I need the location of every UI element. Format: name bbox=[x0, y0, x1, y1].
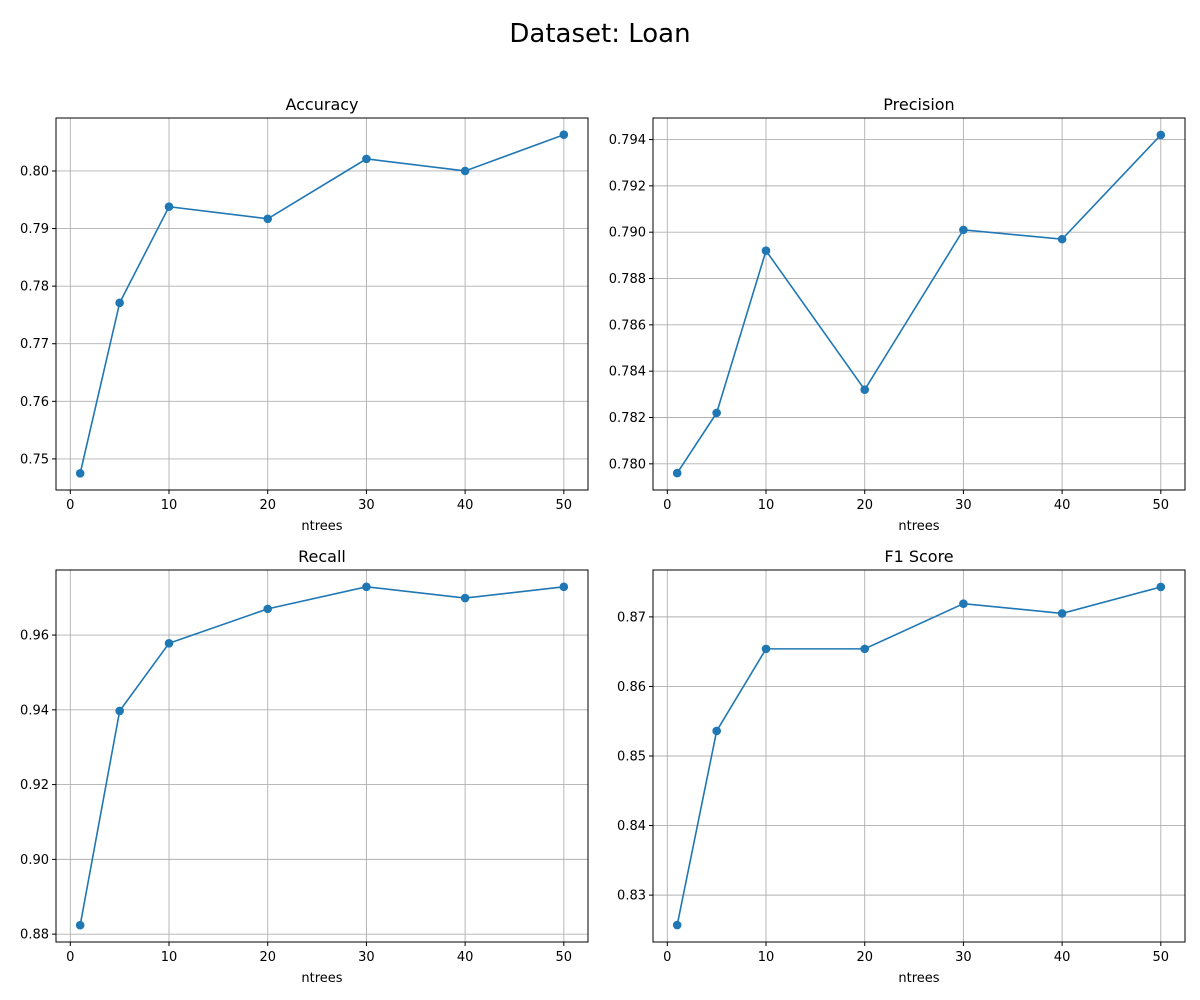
x-tick-label: 40 bbox=[1054, 950, 1071, 965]
x-tick-label: 50 bbox=[556, 950, 573, 965]
data-point bbox=[1156, 582, 1166, 592]
x-tick-label: 50 bbox=[1153, 950, 1170, 965]
x-tick-label: 10 bbox=[161, 950, 178, 965]
axes-frame bbox=[55, 569, 589, 943]
data-point bbox=[115, 706, 124, 716]
x-tick-label: 30 bbox=[358, 498, 375, 513]
figure-title: Dataset: Loan bbox=[509, 19, 690, 49]
x-tick-label: 40 bbox=[1054, 498, 1071, 513]
subplot-title: Accuracy bbox=[285, 95, 358, 114]
y-tick-label: 0.790 bbox=[609, 226, 646, 241]
x-tick-label: 20 bbox=[259, 498, 276, 513]
data-point bbox=[1057, 234, 1067, 244]
x-tick-label: 40 bbox=[457, 950, 474, 965]
axes-frame bbox=[55, 117, 589, 491]
y-tick-label: 0.96 bbox=[20, 629, 49, 644]
data-point bbox=[672, 920, 682, 930]
x-tick-label: 50 bbox=[1153, 498, 1170, 513]
y-tick-label: 0.83 bbox=[617, 889, 646, 904]
y-tick-label: 0.75 bbox=[20, 452, 49, 467]
data-point bbox=[559, 130, 569, 139]
data-point bbox=[75, 469, 85, 478]
x-tick-label: 20 bbox=[856, 950, 873, 965]
data-point bbox=[672, 468, 682, 478]
y-tick-label: 0.78 bbox=[20, 280, 49, 295]
data-point bbox=[860, 644, 870, 654]
subplot-title: F1 Score bbox=[884, 547, 953, 566]
data-point bbox=[959, 225, 968, 235]
x-axis-label: ntrees bbox=[301, 971, 342, 986]
y-tick-label: 0.86 bbox=[617, 680, 646, 695]
data-point bbox=[1156, 130, 1166, 140]
data-point bbox=[712, 726, 721, 736]
subplot-recall: 0 10 20 30 40 50 0.88 0.90 0.92 0.94 0.96 Recall ntr… bbox=[20, 547, 589, 986]
data-point bbox=[860, 385, 870, 395]
data-point bbox=[362, 582, 371, 592]
x-tick-label: 0 bbox=[663, 498, 671, 513]
x-tick-label: 30 bbox=[955, 498, 972, 513]
subplot-f1-score: 0 10 20 30 40 50 0.83 0.84 0.85 0.86 0.87 F1 Score n… bbox=[617, 547, 1186, 986]
y-tick-label: 0.90 bbox=[20, 853, 49, 868]
x-tick-label: 50 bbox=[556, 498, 573, 513]
data-point bbox=[460, 166, 470, 176]
y-tick-label: 0.94 bbox=[20, 703, 49, 718]
x-tick-label: 30 bbox=[358, 950, 375, 965]
y-tick-label: 0.788 bbox=[609, 272, 646, 287]
y-tick-label: 0.784 bbox=[609, 365, 646, 380]
x-axis-label: ntrees bbox=[301, 519, 342, 534]
x-tick-label: 0 bbox=[663, 950, 671, 965]
x-tick-label: 10 bbox=[758, 950, 775, 965]
subplot-accuracy: 0 10 20 30 40 50 0.75 0.76 0.77 0.78 0.79 0.80 Accur… bbox=[20, 95, 589, 534]
data-point bbox=[263, 604, 273, 614]
y-tick-label: 0.794 bbox=[609, 133, 646, 148]
x-axis-label: ntrees bbox=[898, 519, 939, 534]
data-point bbox=[75, 920, 85, 930]
x-tick-label: 10 bbox=[161, 498, 178, 513]
data-point bbox=[712, 408, 721, 418]
data-point bbox=[959, 599, 968, 608]
data-point bbox=[164, 638, 174, 648]
x-tick-label: 0 bbox=[66, 498, 74, 513]
subplot-title: Precision bbox=[883, 95, 954, 114]
y-tick-label: 0.85 bbox=[617, 750, 646, 765]
subplot-title: Recall bbox=[298, 547, 346, 566]
data-point bbox=[460, 593, 470, 603]
y-tick-label: 0.92 bbox=[20, 778, 49, 793]
data-point bbox=[559, 582, 569, 592]
data-point bbox=[362, 154, 371, 164]
data-point bbox=[164, 202, 174, 211]
x-tick-label: 20 bbox=[856, 498, 873, 513]
data-point bbox=[263, 214, 273, 224]
data-point bbox=[1057, 609, 1067, 618]
data-point bbox=[761, 246, 771, 256]
y-tick-label: 0.84 bbox=[617, 819, 646, 834]
x-axis-label: ntrees bbox=[898, 971, 939, 986]
y-tick-label: 0.792 bbox=[609, 179, 646, 194]
y-tick-label: 0.88 bbox=[20, 928, 49, 943]
x-tick-label: 10 bbox=[758, 498, 775, 513]
data-point bbox=[761, 644, 771, 654]
x-tick-label: 20 bbox=[259, 950, 276, 965]
y-tick-label: 0.79 bbox=[20, 222, 49, 237]
data-point bbox=[115, 298, 124, 308]
y-tick-label: 0.782 bbox=[609, 411, 646, 426]
y-tick-label: 0.786 bbox=[609, 318, 646, 333]
x-tick-label: 40 bbox=[457, 498, 474, 513]
y-tick-label: 0.87 bbox=[617, 610, 646, 625]
y-tick-label: 0.780 bbox=[609, 457, 646, 472]
y-tick-label: 0.80 bbox=[20, 164, 49, 179]
x-tick-label: 30 bbox=[955, 950, 972, 965]
y-tick-label: 0.76 bbox=[20, 395, 49, 410]
x-tick-label: 0 bbox=[66, 950, 74, 965]
subplot-precision: 0 10 20 30 40 50 0.780 0.782 0.784 0.786 0.788 0.79… bbox=[609, 95, 1186, 534]
axes-frame bbox=[652, 117, 1186, 491]
y-tick-label: 0.77 bbox=[20, 337, 49, 352]
